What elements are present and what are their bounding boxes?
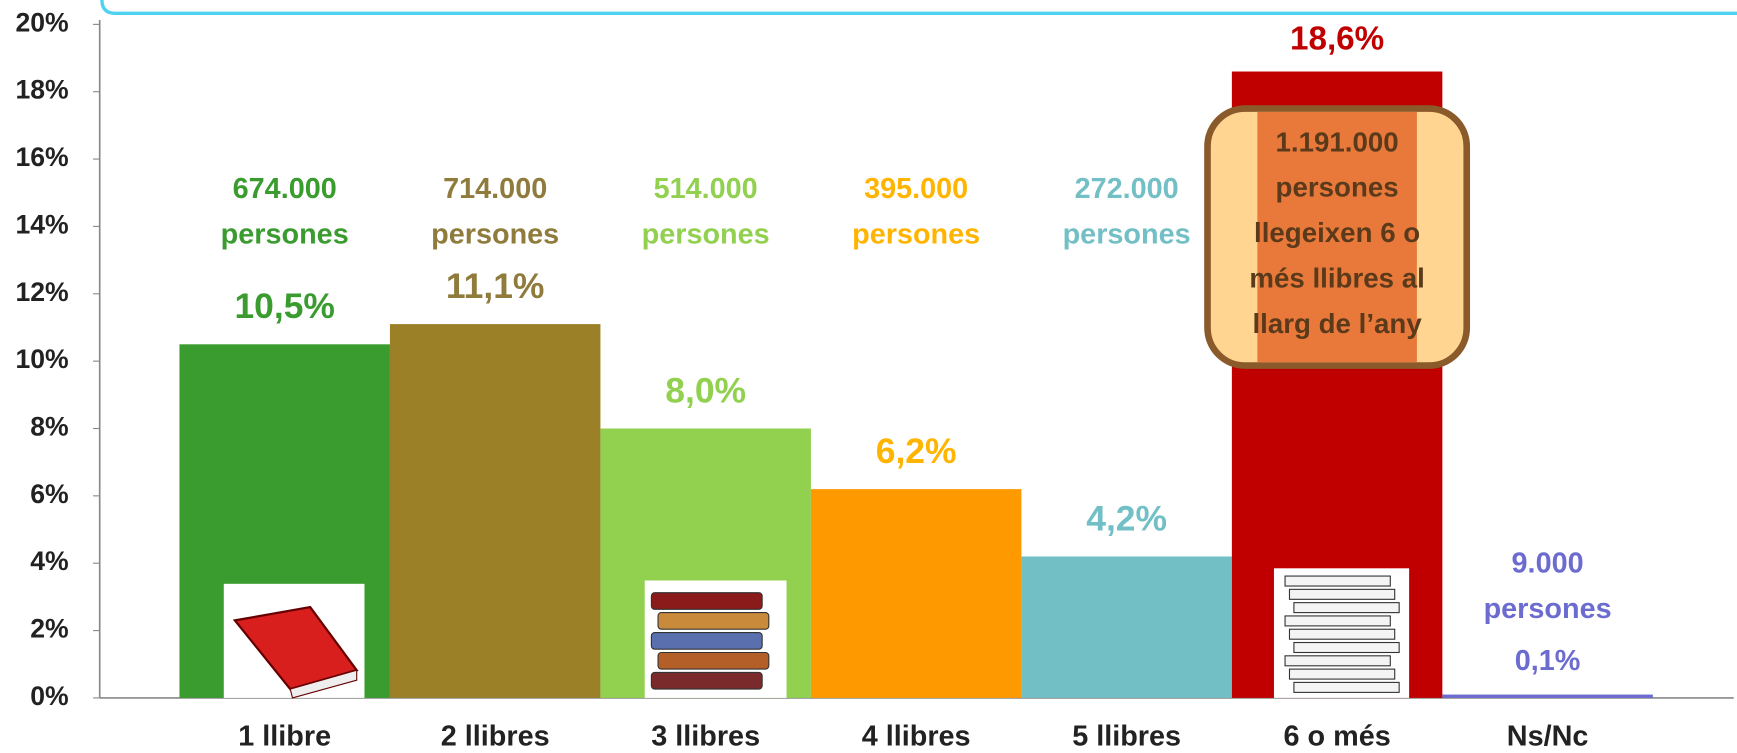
book-icon xyxy=(658,652,769,669)
book-icon xyxy=(1294,643,1399,653)
bar xyxy=(1442,695,1652,698)
frame-border xyxy=(102,0,1737,13)
annotation: 514.000 xyxy=(654,173,758,205)
annotation: persones xyxy=(642,219,770,251)
value-label: 4,2% xyxy=(1086,498,1167,538)
book-icon xyxy=(1285,576,1390,586)
callout-text: persones xyxy=(1276,172,1399,203)
callout-text: llarg de l’any xyxy=(1252,308,1422,339)
book-icon xyxy=(1285,616,1390,626)
y-tick-label: 0% xyxy=(30,681,68,711)
y-tick-label: 16% xyxy=(15,142,68,172)
x-tick-label: 6 o més xyxy=(1283,720,1390,752)
callout-text: llegeixen 6 o xyxy=(1254,217,1420,248)
bar xyxy=(1021,556,1231,697)
x-tick-label: Ns/Nc xyxy=(1507,720,1589,752)
book-icon xyxy=(1289,669,1394,679)
y-tick-label: 2% xyxy=(30,614,68,644)
book-icon xyxy=(1294,682,1399,692)
callout-text: més llibres al xyxy=(1249,263,1424,294)
plot: 0% 2% 4% 6% 8% 10% 12% 14% 16% 18% 20% 1 llibre 674.… xyxy=(15,0,1737,752)
value-label: 18,6% xyxy=(1290,20,1384,57)
book-icon xyxy=(651,633,762,650)
annotation: 9.000 xyxy=(1512,548,1584,580)
annotation: persones xyxy=(852,219,980,251)
annotation: persones xyxy=(1484,593,1612,625)
y-tick-label: 14% xyxy=(15,209,68,239)
book-icon xyxy=(1289,589,1394,599)
book-icon xyxy=(1285,656,1390,666)
annotation: 714.000 xyxy=(443,173,547,205)
callout-text: 1.191.000 xyxy=(1276,126,1399,157)
value-label: 0,1% xyxy=(1515,645,1581,677)
book-icon xyxy=(1289,629,1394,639)
y-tick-label: 10% xyxy=(15,344,68,374)
chart: 0% 2% 4% 6% 8% 10% 12% 14% 16% 18% 20% 1 llibre 674.… xyxy=(0,0,1737,753)
x-tick-label: 3 llibres xyxy=(651,720,760,752)
annotation: persones xyxy=(221,219,349,251)
y-tick-label: 4% xyxy=(30,546,68,576)
x-tick-label: 1 llibre xyxy=(238,720,331,752)
book-icon xyxy=(1294,603,1399,613)
annotation: persones xyxy=(431,219,559,251)
y-tick-label: 20% xyxy=(15,7,68,37)
y-tick-label: 8% xyxy=(30,412,68,442)
annotation: 395.000 xyxy=(864,173,968,205)
annotation: 272.000 xyxy=(1075,173,1179,205)
book-icon xyxy=(651,672,762,689)
book-icon xyxy=(651,593,762,610)
x-tick-label: 4 llibres xyxy=(862,720,971,752)
value-label: 6,2% xyxy=(876,431,957,471)
y-tick-label: 18% xyxy=(15,75,68,105)
bar xyxy=(811,489,1021,698)
x-tick-label: 5 llibres xyxy=(1072,720,1181,752)
y-tick-label: 12% xyxy=(15,277,68,307)
value-label: 8,0% xyxy=(665,370,746,410)
annotation: 674.000 xyxy=(233,173,337,205)
bar xyxy=(390,324,600,698)
value-label: 10,5% xyxy=(234,286,334,326)
book-icon xyxy=(658,613,769,630)
y-tick-label: 6% xyxy=(30,479,68,509)
annotation: persones xyxy=(1063,219,1191,251)
x-tick-label: 2 llibres xyxy=(441,720,550,752)
value-label: 11,1% xyxy=(446,266,545,306)
